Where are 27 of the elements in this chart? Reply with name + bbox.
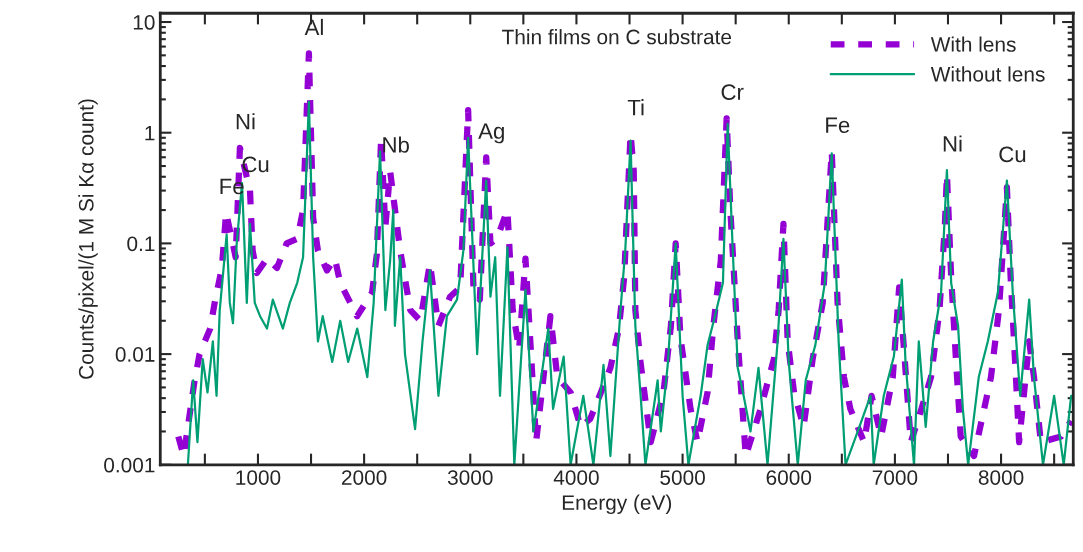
- x-tick-label: 6000: [766, 470, 812, 485]
- y-tick-label: 10: [133, 15, 155, 30]
- x-tick-label: 2000: [341, 470, 387, 485]
- text: Thin films on C substrate: [502, 29, 732, 45]
- y-tick-label: 0.1: [127, 236, 155, 252]
- annotation: Fe: [826, 117, 850, 133]
- annotation: Cr: [721, 84, 744, 100]
- x-tick-label: 7000: [872, 470, 918, 485]
- annotation: Cu: [999, 146, 1026, 163]
- annotation: Ni: [943, 135, 962, 152]
- annotation: Cu: [242, 156, 269, 173]
- annotation: Ti: [627, 99, 644, 116]
- y-tick-label: 1: [145, 125, 155, 141]
- legend-label: Without lens: [930, 66, 1045, 82]
- legend-label: With lens: [930, 36, 1016, 52]
- y-tick-label: 0.001: [104, 457, 155, 473]
- y-axis-title: Counts/pixel/(1 M Si Kα count): [78, 99, 98, 379]
- x-tick-label: 5000: [660, 470, 705, 485]
- y-tick-label: 0.01: [115, 347, 155, 362]
- x-tick-label: 1000: [236, 470, 281, 485]
- annotation: Ag: [478, 123, 504, 144]
- annotation: Nb: [383, 136, 409, 153]
- x-tick-label: 4000: [553, 470, 599, 485]
- x-tick-label: 3000: [447, 470, 493, 485]
- annotation: Ni: [236, 113, 255, 130]
- x-tick-label: 8000: [978, 470, 1024, 485]
- x-axis-title: Energy (eV): [562, 494, 672, 515]
